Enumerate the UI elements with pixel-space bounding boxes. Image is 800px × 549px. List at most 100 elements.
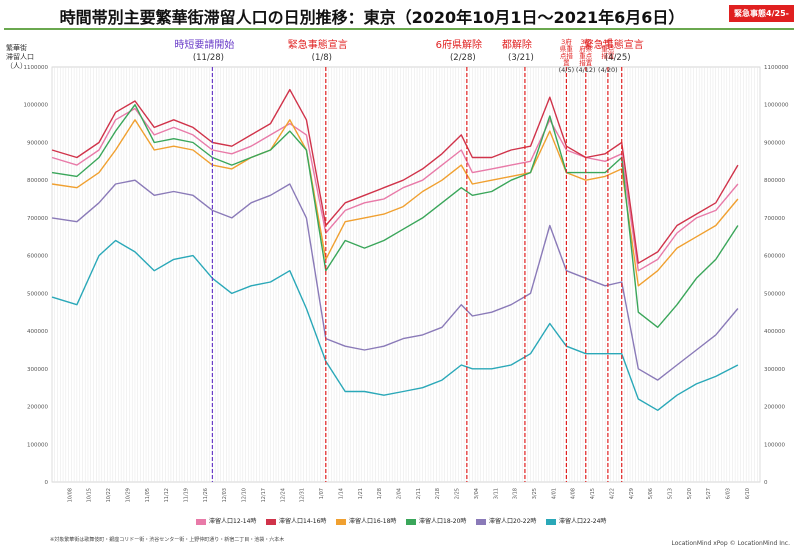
y-tick-label-right: 900000 xyxy=(764,140,785,146)
x-tick-label: 10/29 xyxy=(125,488,131,502)
x-tick-label: 4/01 xyxy=(551,488,557,499)
annotation-date: (3/21) xyxy=(508,53,534,63)
x-tick-label: 11/19 xyxy=(184,488,190,502)
x-tick-label: 2/25 xyxy=(455,488,461,499)
annotation-label: 重点 xyxy=(601,45,615,53)
annotation-date: (2/28) xyxy=(450,53,476,63)
annotation-date: (4/25) xyxy=(605,53,631,63)
legend-swatch xyxy=(196,518,206,525)
x-tick-label: 11/12 xyxy=(164,488,170,502)
annotation-date: (11/28) xyxy=(193,53,224,63)
series-line xyxy=(51,239,739,411)
x-tick-label: 1/07 xyxy=(319,488,325,499)
legend-item: 滞留人口22-24時 xyxy=(546,516,606,525)
x-tick-label: 6/10 xyxy=(745,488,751,499)
x-tick-label: 4/15 xyxy=(590,488,596,499)
annotation-date: (4/5) xyxy=(559,66,575,74)
x-tick-label: 4/08 xyxy=(571,488,577,499)
legend-swatch xyxy=(476,518,486,525)
x-tick-label: 5/27 xyxy=(706,488,712,499)
x-tick-label: 4/29 xyxy=(629,488,635,499)
x-tick-label: 3/18 xyxy=(513,488,519,499)
y-tick-label-right: 800000 xyxy=(764,178,785,184)
x-tick-label: 2/18 xyxy=(435,488,441,499)
x-tick-label: 1/21 xyxy=(358,488,364,499)
annotation-label: 6府県解除 xyxy=(436,38,482,51)
x-tick-label: 4/22 xyxy=(609,488,615,499)
x-tick-label: 3/11 xyxy=(493,488,499,499)
y-tick-label-right: 1000000 xyxy=(764,103,789,109)
x-tick-label: 3/25 xyxy=(532,488,538,499)
x-tick-label: 12/03 xyxy=(222,488,228,502)
legend-label: 滞留人口12-14時 xyxy=(209,518,257,525)
y-tick-label-right: 300000 xyxy=(764,367,785,373)
x-tick-label: 10/22 xyxy=(106,488,112,502)
y-tick-label-left: 800000 xyxy=(27,178,48,184)
legend-item: 滞留人口14-16時 xyxy=(266,516,326,525)
y-tick-label-left: 700000 xyxy=(27,216,48,222)
legend-swatch xyxy=(266,518,276,525)
legend-item: 滞留人口20-22時 xyxy=(476,516,536,525)
y-tick-label-right: 500000 xyxy=(764,291,785,297)
footnote: ※対象繁華街は歌舞伎町・銀座コリドー街・渋谷センター街・上野仲町通り・新宿二丁目… xyxy=(50,537,285,543)
annotation-label: 県重 xyxy=(560,45,574,53)
annotation-label: 緊急事態宣言 xyxy=(288,38,348,51)
legend-item: 滞留人口16-18時 xyxy=(336,516,396,525)
annotation-label: 3府 xyxy=(561,37,572,46)
x-tick-label: 12/31 xyxy=(300,488,306,502)
legend-label: 滞留人口22-24時 xyxy=(559,518,607,525)
annotation-label: 措置 xyxy=(601,51,615,60)
y-tick-label-left: 1000000 xyxy=(24,103,49,109)
annotation-date: (4/12) xyxy=(576,66,596,74)
legend-label: 滞留人口14-16時 xyxy=(279,518,327,525)
y-tick-label-left: 100000 xyxy=(27,442,48,448)
x-tick-label: 1/28 xyxy=(377,488,383,499)
legend-label: 滞留人口20-22時 xyxy=(489,518,537,525)
legend-swatch xyxy=(336,518,346,525)
y-tick-label-right: 700000 xyxy=(764,216,785,222)
y-tick-label-left: 500000 xyxy=(27,291,48,297)
annotation-label: 3都 xyxy=(580,38,591,46)
legend-item: 滞留人口18-20時 xyxy=(406,516,466,525)
y-axis-label: 滞留人口 xyxy=(6,52,34,61)
annotation-label: 4県 xyxy=(603,38,614,46)
x-tick-label: 12/24 xyxy=(280,488,286,502)
x-tick-label: 5/13 xyxy=(668,488,674,499)
x-tick-label: 3/04 xyxy=(474,488,480,499)
y-axis-label: （人） xyxy=(6,62,27,70)
y-tick-label-left: 900000 xyxy=(27,140,48,146)
chart-svg: 0 0 100000 100000 200000 200000 300000 300000 40… xyxy=(6,37,789,502)
annotation-label: 府県 xyxy=(579,44,593,53)
x-tick-label: 2/04 xyxy=(396,488,402,499)
annotation-label: 重点 xyxy=(579,52,593,60)
series-line xyxy=(51,179,739,381)
x-tick-label: 10/08 xyxy=(67,488,73,502)
x-tick-label: 11/26 xyxy=(203,488,209,502)
y-tick-label-left: 600000 xyxy=(27,254,48,260)
legend-swatch xyxy=(546,518,556,525)
title-bar: 時間帯別主要繁華街滞留人口の日別推移：東京（2020年10月1日〜2021年6月… xyxy=(0,0,800,30)
y-tick-label-left: 1100000 xyxy=(24,65,49,71)
y-tick-label-left: 200000 xyxy=(27,405,48,411)
y-tick-label-right: 0 xyxy=(764,480,768,486)
annotation-date: (4/20) xyxy=(598,66,618,74)
status-badge: 緊急事態4/25- xyxy=(729,5,794,22)
x-tick-label: 1/14 xyxy=(338,488,344,499)
x-tick-label: 2/11 xyxy=(416,488,422,499)
annotation-label: 都解除 xyxy=(502,38,532,51)
series-line xyxy=(51,119,739,287)
y-tick-label-right: 200000 xyxy=(764,405,785,411)
annotation-date: (1/8) xyxy=(312,53,332,63)
chart-title: 時間帯別主要繁華街滞留人口の日別推移：東京（2020年10月1日〜2021年6月… xyxy=(59,8,685,27)
y-tick-label-right: 600000 xyxy=(764,254,785,260)
x-tick-label: 11/05 xyxy=(145,488,151,502)
legend: 滞留人口12-14時 滞留人口14-16時 滞留人口16-18時 滞留人口18-20時… xyxy=(196,516,616,528)
annotation-label: 措置 xyxy=(579,58,593,67)
y-tick-label-right: 400000 xyxy=(764,329,785,335)
title-divider xyxy=(4,28,794,30)
y-tick-label-left: 400000 xyxy=(27,329,48,335)
credit: LocationMind xPop © LocationMind Inc. xyxy=(671,540,790,547)
y-axis-label: 繁華街 xyxy=(6,43,27,52)
x-tick-label: 10/15 xyxy=(87,488,93,502)
legend-item: 滞留人口12-14時 xyxy=(196,516,256,525)
